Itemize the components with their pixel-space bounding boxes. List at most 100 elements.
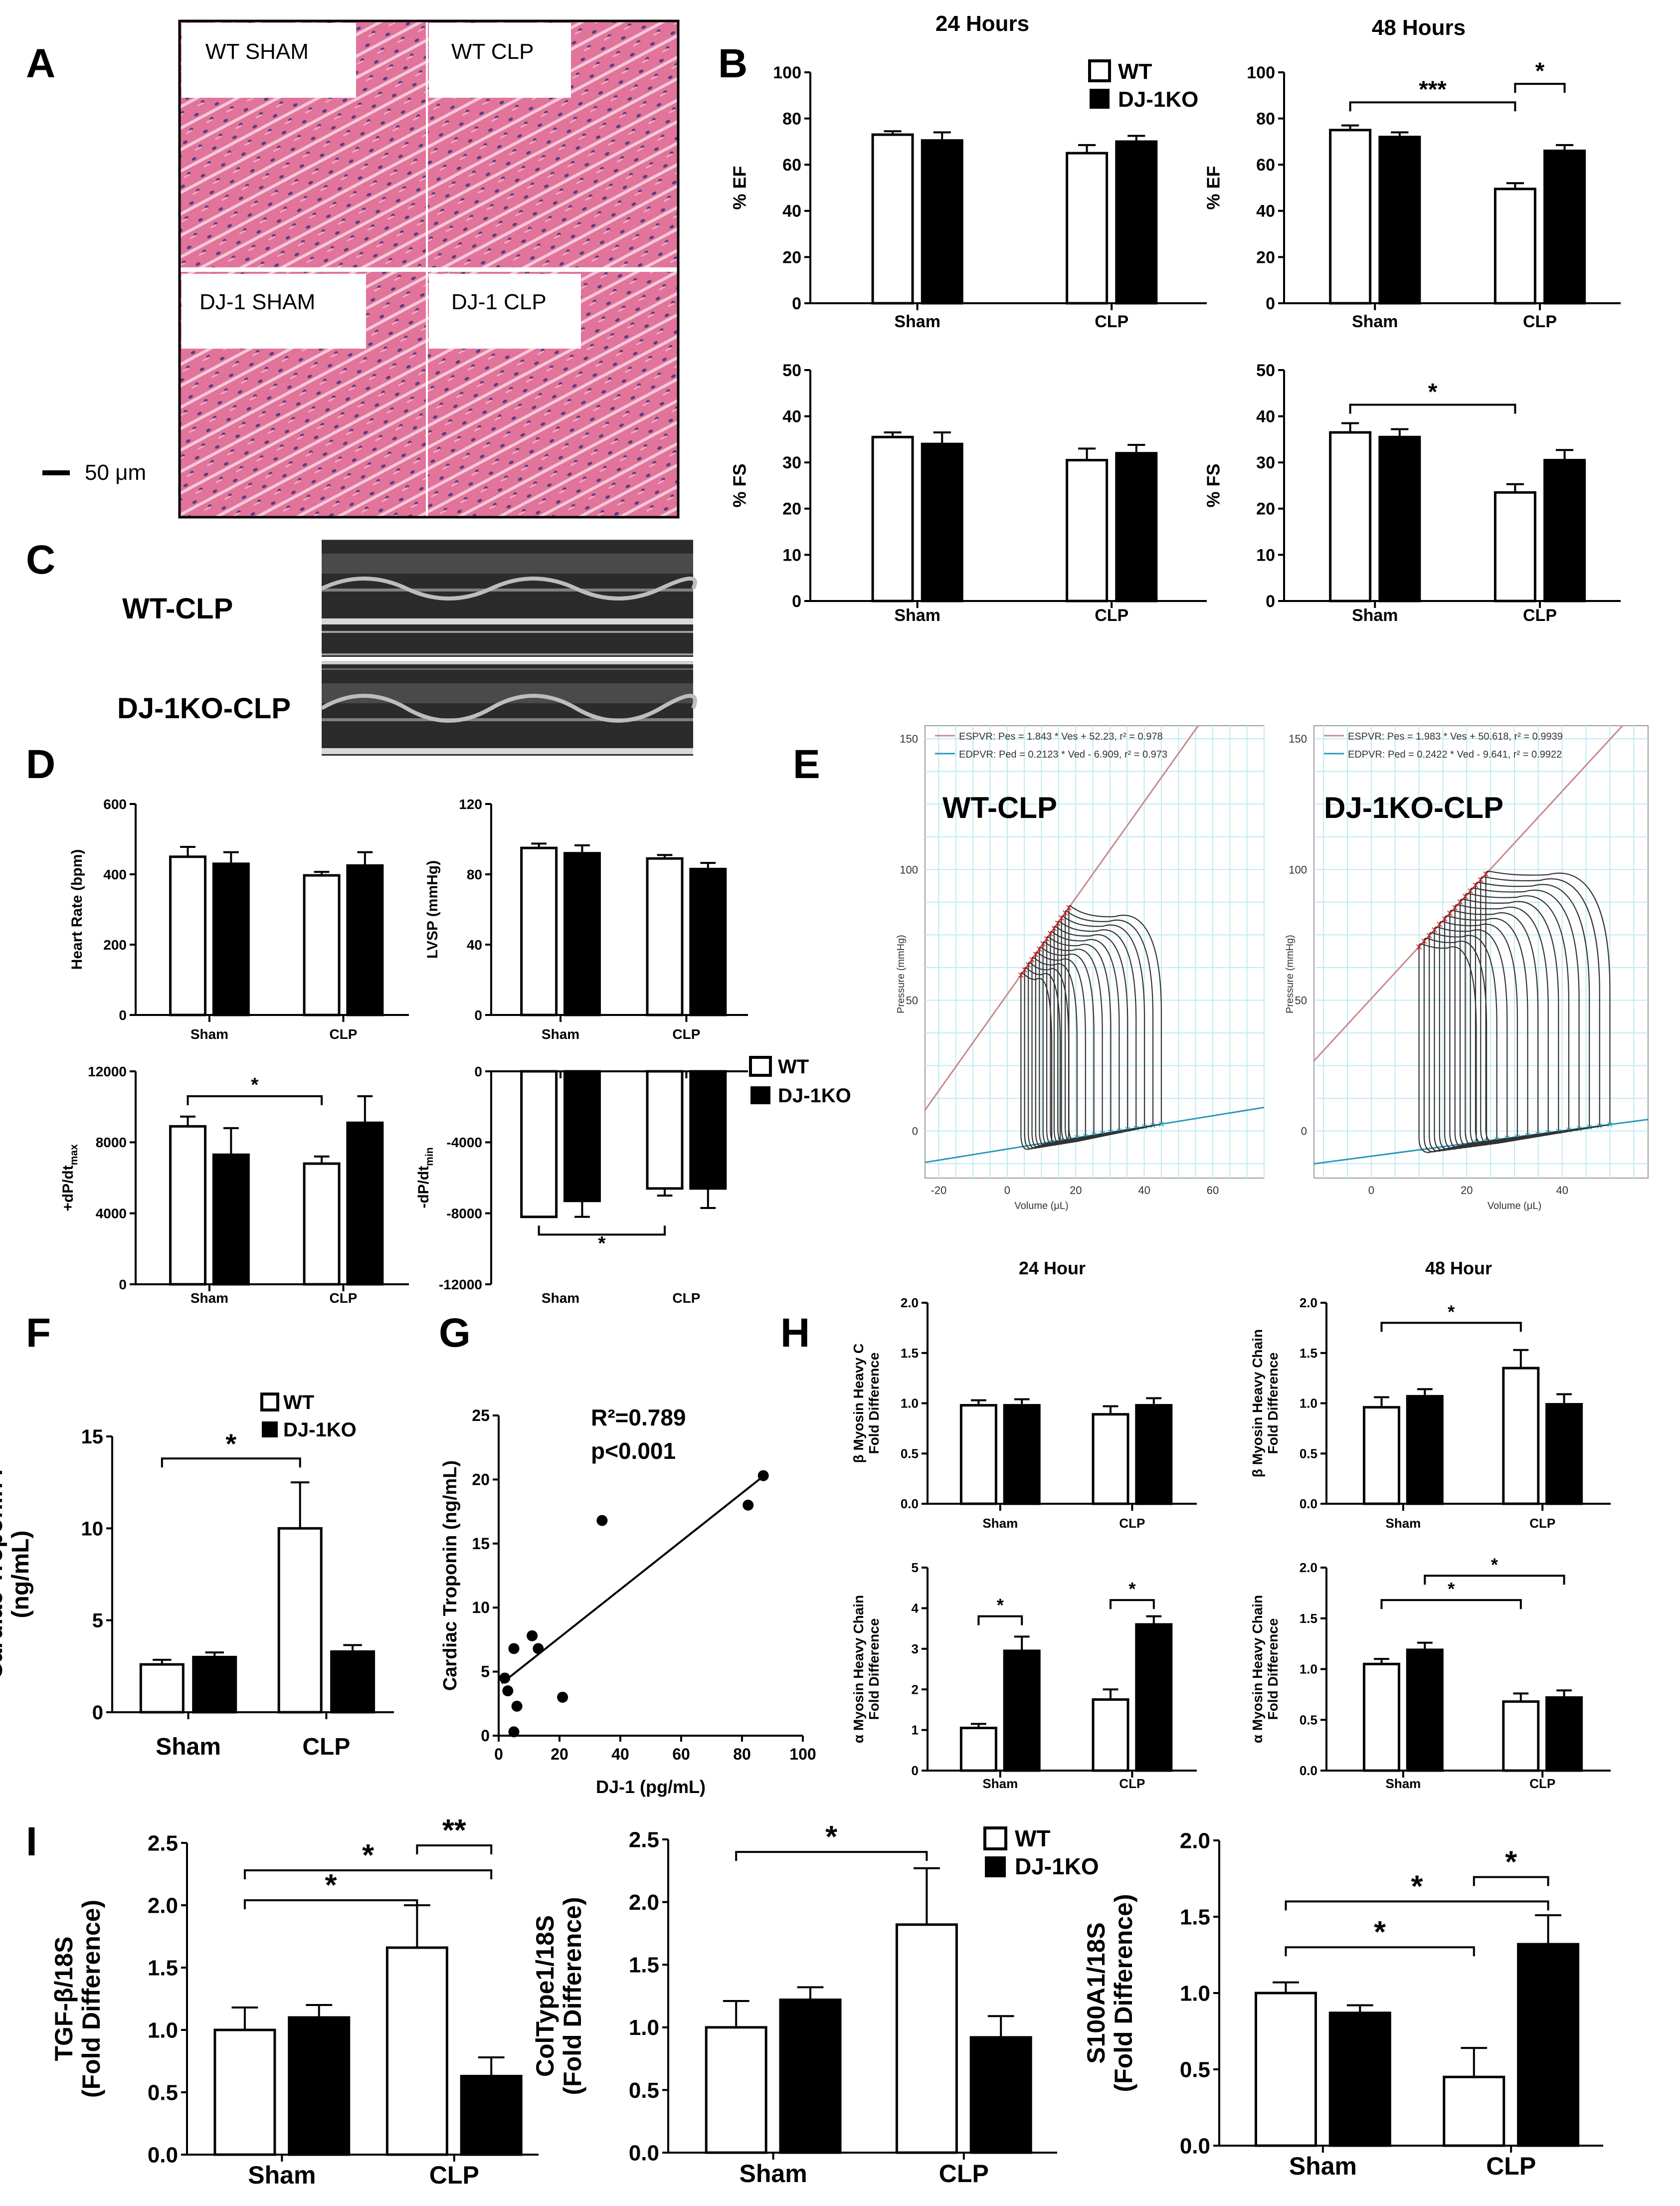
x-tick-label: CLP <box>1486 2152 1536 2180</box>
significance-bracket <box>1473 1876 1549 1886</box>
y-tick-label: 120 <box>459 797 482 812</box>
x-tick-label: CLP <box>329 1026 357 1042</box>
y-tick-label: 3 <box>912 1641 919 1656</box>
x-tick-label: Sham <box>1289 2152 1357 2180</box>
y-tick-label: 0.5 <box>1180 2057 1210 2082</box>
legend-i: WT DJ-1KO <box>983 1825 1099 1879</box>
chart-title: 24 Hour <box>1019 1258 1086 1278</box>
x-tick-label: CLP <box>672 1290 700 1306</box>
y-tick-label: 50 <box>906 994 918 1006</box>
legend-d: WT DJ-1KO <box>749 1056 851 1107</box>
esp-marker: × <box>1436 918 1443 932</box>
bar-dj-1ko <box>330 1650 375 1714</box>
p-value-annotation: p<0.001 <box>591 1438 676 1464</box>
panel-letter-g: G <box>439 1310 471 1356</box>
bar-dj-1ko <box>969 2036 1032 2154</box>
y-axis-label: Heart Rate (bpm) <box>69 849 85 970</box>
y-axis-label: +dP/dtmax <box>60 1144 80 1211</box>
esp-marker: × <box>1416 940 1423 954</box>
bar-wt <box>303 874 341 1016</box>
legend-swatch-wt <box>260 1393 279 1411</box>
bar-wt <box>520 1070 558 1218</box>
y-axis-label: % EF <box>729 166 749 209</box>
echo-label-dj1ko-clp: DJ-1KO-CLP <box>117 692 291 725</box>
legend-label-ko: DJ-1KO <box>778 1085 851 1107</box>
y-tick-label: 0.5 <box>901 1446 919 1461</box>
significance-marker: * <box>997 1595 1004 1615</box>
y-tick-label: 2.0 <box>901 1295 919 1310</box>
plot-area <box>925 725 1265 1179</box>
bar-wt <box>871 133 914 305</box>
bar-wt <box>1363 1662 1400 1772</box>
y-tick-label: 25 <box>472 1406 490 1424</box>
significance-bracket <box>1285 1900 1549 1911</box>
echo-panel: WT-CLP DJ-1KO-CLP <box>117 540 697 756</box>
bar-dj-1ko <box>1378 136 1421 305</box>
y-tick-label: 5 <box>481 1663 490 1681</box>
y-axis-label-line: ColType1/18S <box>531 1915 559 2077</box>
bar-dj-1ko <box>192 1655 237 1714</box>
significance-marker: * <box>825 1819 837 1854</box>
legend-label-wt: WT <box>778 1056 809 1078</box>
bar-wt <box>1502 1700 1540 1772</box>
data-point <box>508 1643 520 1654</box>
y-tick-label: 1 <box>912 1723 919 1738</box>
legend-label-wt: WT <box>1015 1825 1051 1851</box>
y-axis-label: -dP/dtmin <box>415 1147 435 1208</box>
significance-marker: * <box>1428 379 1438 405</box>
y-tick-label: 40 <box>782 202 801 221</box>
esp-marker: × <box>1040 938 1047 951</box>
bar-wt <box>1502 1367 1540 1505</box>
x-tick-label: CLP <box>1523 312 1557 331</box>
x-tick-label: Sham <box>894 606 940 625</box>
pv-loop <box>1068 905 1162 1143</box>
chart-title: 24 Hours <box>935 11 1029 36</box>
y-tick-label: 1.5 <box>1180 1905 1210 1929</box>
y-tick-label: -8000 <box>446 1205 482 1221</box>
significance-marker: * <box>225 1428 236 1459</box>
pv-loop <box>1061 915 1145 1144</box>
chart-title: 48 Hours <box>1372 15 1466 40</box>
y-tick-label: 2.5 <box>629 1827 659 1852</box>
y-tick-label: 30 <box>782 453 801 472</box>
significance-bracket <box>1349 101 1516 112</box>
significance-marker: ** <box>442 1813 466 1847</box>
y-axis-label-line: Cardiac Troponin I <box>0 1469 7 1679</box>
chart-d-dpdt-min: -12000 -8000 -4000 0 Sham CLP * -dP/dtmin <box>415 1064 748 1306</box>
x-tick-label: 20 <box>1461 1184 1473 1197</box>
y-tick-label: 0 <box>1266 592 1275 611</box>
significance-marker: * <box>1491 1554 1498 1575</box>
y-axis-label-line: α Myosin Heavy Chain <box>1250 1595 1265 1743</box>
pv-loop <box>1449 910 1539 1149</box>
y-tick-label: 10 <box>1256 546 1275 565</box>
y-tick-label: 0 <box>912 1125 918 1138</box>
y-tick-label: 0.0 <box>901 1496 919 1511</box>
bar-wt <box>895 1923 958 2154</box>
x-tick-label: Sham <box>190 1290 228 1306</box>
x-tick-label: 60 <box>1207 1184 1219 1197</box>
bar-dj-1ko <box>1003 1649 1041 1772</box>
bar-wt <box>1493 491 1536 602</box>
data-point <box>557 1691 568 1703</box>
x-tick-label: Sham <box>1385 1516 1421 1531</box>
y-axis-label: Pressure (mmHg) <box>896 935 907 1013</box>
bar-dj-1ko <box>212 862 250 1016</box>
y-axis-label-line: (Fold Difference) <box>1110 1894 1137 2092</box>
esp-marker: × <box>1431 924 1438 937</box>
esp-marker: × <box>1457 896 1464 909</box>
y-axis-label: β Myosin Heavy ChainFold Difference <box>1250 1329 1281 1477</box>
y-axis-label-line: S100A1/18S <box>1082 1922 1110 2064</box>
y-tick-label: 4 <box>912 1601 919 1616</box>
data-point <box>743 1499 754 1511</box>
x-tick-label: 80 <box>733 1745 751 1763</box>
y-tick-label: 2.0 <box>1300 1295 1317 1310</box>
x-tick-label: CLP <box>672 1026 700 1042</box>
bar-wt <box>385 1946 448 2156</box>
y-tick-label: 0.0 <box>1300 1496 1317 1511</box>
x-tick-label: CLP <box>1529 1516 1555 1531</box>
x-tick-label: CLP <box>302 1734 350 1760</box>
y-tick-label: 40 <box>1256 407 1275 426</box>
pv-loop <box>1485 870 1611 1145</box>
